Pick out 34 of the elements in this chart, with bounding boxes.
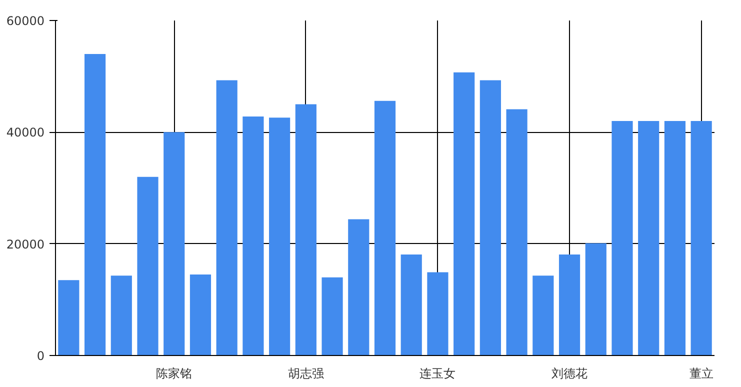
x-tick-label: 胡志强 (288, 366, 324, 380)
y-tick-label: 60000 (6, 14, 45, 28)
x-tick-label: 刘德花 (552, 366, 588, 380)
bar (295, 104, 316, 356)
bar (454, 72, 475, 356)
bar (269, 118, 290, 356)
x-tick-label: 董立 (689, 366, 714, 380)
x-tick-label: 陈家铭 (156, 366, 192, 380)
bar (585, 243, 606, 356)
bar (190, 274, 212, 356)
bar (137, 176, 158, 356)
y-tick-label: 0 (36, 349, 45, 363)
x-tick-label: 连玉女 (420, 366, 456, 380)
bar (84, 54, 106, 356)
bar (427, 272, 448, 356)
bar (690, 121, 712, 356)
bar (400, 254, 422, 356)
bar (58, 280, 80, 356)
bar (164, 132, 185, 356)
bar (612, 121, 633, 356)
bar (348, 219, 370, 356)
bar (506, 109, 528, 356)
bar (480, 80, 501, 356)
bar (216, 80, 238, 356)
bar (374, 100, 396, 356)
bar (664, 121, 686, 356)
bar (532, 276, 554, 356)
bar (242, 116, 264, 356)
y-tick-label: 20000 (6, 237, 45, 252)
bar (558, 254, 580, 356)
bar (638, 121, 660, 356)
y-tick-label: 40000 (6, 126, 45, 140)
bar (110, 276, 132, 356)
bar (322, 277, 343, 356)
